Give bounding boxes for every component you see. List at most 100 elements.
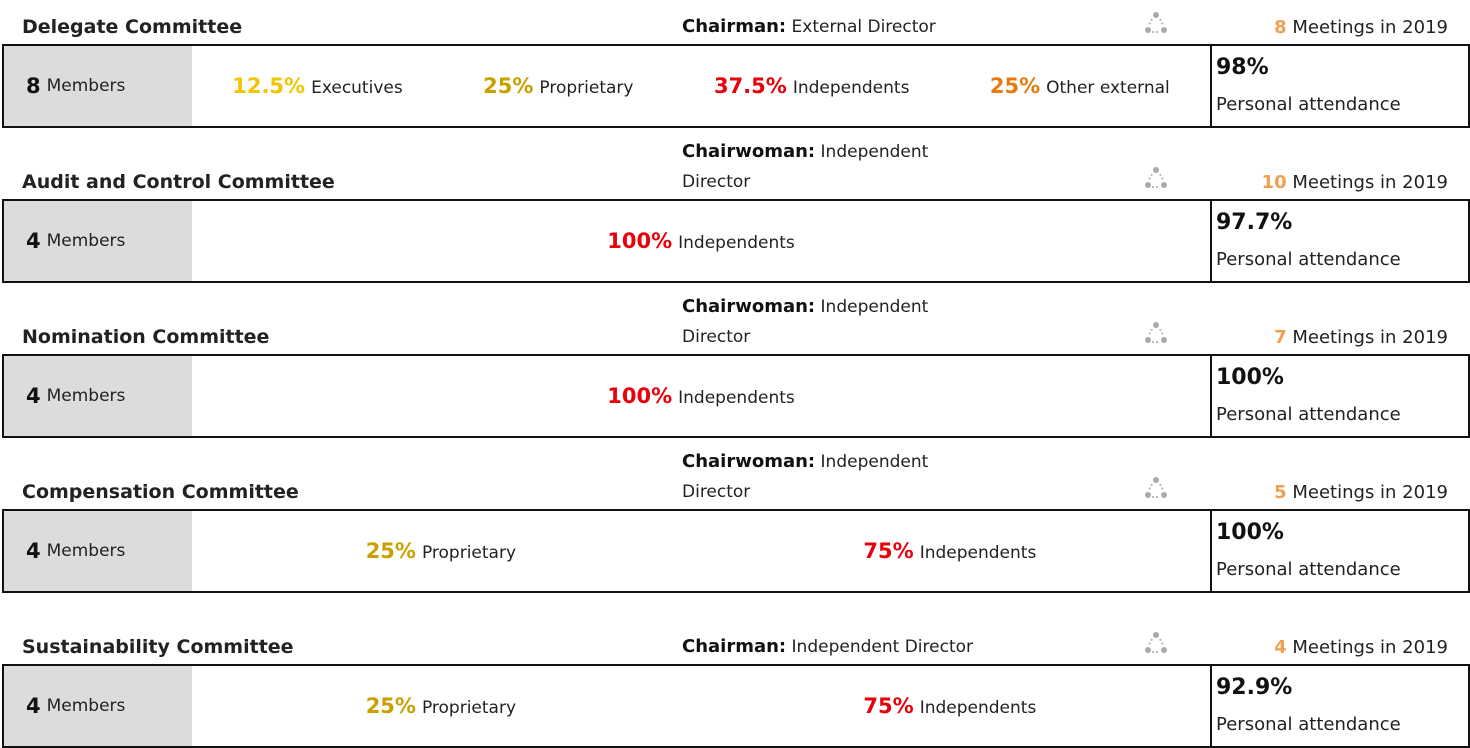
committee-row: 4 Members 100% Independents 100% Personal att… [2,354,1470,438]
composition-value: 25% [365,539,416,563]
composition-item: 75% Independents [863,694,1036,718]
attendance-cell: 97.7% Personal attendance [1210,201,1468,281]
composition-value: 25% [989,74,1041,98]
composition-item: 12.5% Executives [232,74,402,98]
committee-row: 4 Members 25% Proprietary 75% Independents 100… [2,509,1470,593]
composition-label: Proprietary [539,78,634,98]
committee-row: 4 Members 25% Proprietary 75% Independents 92.… [2,664,1470,748]
chair-label: Chairwoman: [682,451,816,472]
meetings-number: 4 [1274,637,1287,658]
composition-label: Other external [1046,78,1170,98]
meeting-icon [1145,322,1167,343]
composition-label: Independents [792,78,910,98]
composition-label: Proprietary [421,543,517,563]
attendance-cell: 100% Personal attendance [1210,511,1468,591]
members-number: 8 [26,74,41,98]
composition-cell: 12.5% Executives 25% Proprietary 37.5% Indepe… [192,46,1210,126]
attendance-value: 100% [1216,520,1284,545]
composition-label: Independents [678,388,795,408]
composition-value: 12.5% [232,74,306,98]
composition-value: 75% [863,694,914,718]
members-text: Members [46,76,126,96]
meetings: 8 Meetings in 2019 [1274,17,1448,38]
chair: Chairman: External Director [682,12,1102,42]
composition-label: Independents [678,233,795,253]
meetings-text: Meetings in 2019 [1292,327,1448,348]
meeting-icon [1145,167,1167,188]
composition-label: Independents [919,698,1037,718]
members-text: Members [46,541,126,561]
members-text: Members [46,386,126,406]
meetings-text: Meetings in 2019 [1292,17,1448,38]
attendance-text: Personal attendance [1216,249,1401,270]
members-number: 4 [26,539,41,563]
composition-value: 37.5% [713,74,787,98]
attendance-cell: 98% Personal attendance [1210,46,1468,126]
composition-label: Executives [311,78,403,98]
members-number: 4 [26,384,41,408]
composition-value: 25% [483,74,534,98]
chair-value: External Director [791,17,936,37]
attendance-text: Personal attendance [1216,714,1401,735]
composition-item: 75% Independents [863,539,1036,563]
composition-item: 37.5% Independents [714,74,909,98]
composition-value: 100% [607,384,673,408]
chair-label: Chairman: [682,16,787,37]
composition-cell: 25% Proprietary 75% Independents [192,511,1210,591]
meetings: 4 Meetings in 2019 [1274,637,1448,658]
attendance-value: 97.7% [1216,210,1293,235]
composition-cell: 100% Independents [192,201,1210,281]
committee-name: Delegate Committee [22,16,243,38]
composition-item: 25% Other external [990,74,1170,98]
meetings-number: 7 [1274,327,1287,348]
composition-item: 100% Independents [607,384,795,408]
meetings: 5 Meetings in 2019 [1274,482,1448,503]
chair-value: Independent Director [682,452,929,502]
composition-value: 75% [863,539,914,563]
composition-item: 25% Proprietary [366,539,516,563]
chair-value: Independent Director [791,637,973,657]
members-cell: 4 Members [4,666,192,746]
chair-label: Chairman: [682,636,787,657]
composition-cell: 25% Proprietary 75% Independents [192,666,1210,746]
chair: Chairwoman: Independent Director [682,137,982,197]
members-text: Members [46,696,126,716]
composition-item: 25% Proprietary [483,74,633,98]
composition-item: 25% Proprietary [366,694,516,718]
chair-label: Chairwoman: [682,296,816,317]
committee-row: 8 Members 12.5% Executives 25% Proprietary 37.… [2,44,1470,128]
attendance-cell: 100% Personal attendance [1210,356,1468,436]
attendance-value: 98% [1216,55,1269,80]
members-number: 4 [26,229,41,253]
attendance-text: Personal attendance [1216,404,1401,425]
meetings-number: 10 [1261,172,1287,193]
committee-row: 4 Members 100% Independents 97.7% Personal at… [2,199,1470,283]
chair-value: Independent Director [682,142,929,192]
attendance-cell: 92.9% Personal attendance [1210,666,1468,746]
meeting-icon [1145,12,1167,33]
meetings: 7 Meetings in 2019 [1274,327,1448,348]
composition-value: 25% [365,694,416,718]
chair: Chairman: Independent Director [682,632,1102,662]
members-cell: 8 Members [4,46,192,126]
committee-name: Compensation Committee [22,481,299,503]
composition-label: Independents [919,543,1037,563]
committee-name: Audit and Control Committee [22,171,335,193]
members-number: 4 [26,694,41,718]
chair-value: Independent Director [682,297,929,347]
attendance-text: Personal attendance [1216,559,1401,580]
attendance-text: Personal attendance [1216,94,1401,115]
meetings-text: Meetings in 2019 [1292,172,1448,193]
chair: Chairwoman: Independent Director [682,292,982,352]
meetings-text: Meetings in 2019 [1292,482,1448,503]
members-cell: 4 Members [4,356,192,436]
composition-label: Proprietary [421,698,517,718]
composition-cell: 100% Independents [192,356,1210,436]
attendance-value: 100% [1216,365,1284,390]
composition-value: 100% [607,229,673,253]
members-cell: 4 Members [4,511,192,591]
chair-label: Chairwoman: [682,141,816,162]
meeting-icon [1145,632,1167,653]
meetings-number: 5 [1274,482,1287,503]
